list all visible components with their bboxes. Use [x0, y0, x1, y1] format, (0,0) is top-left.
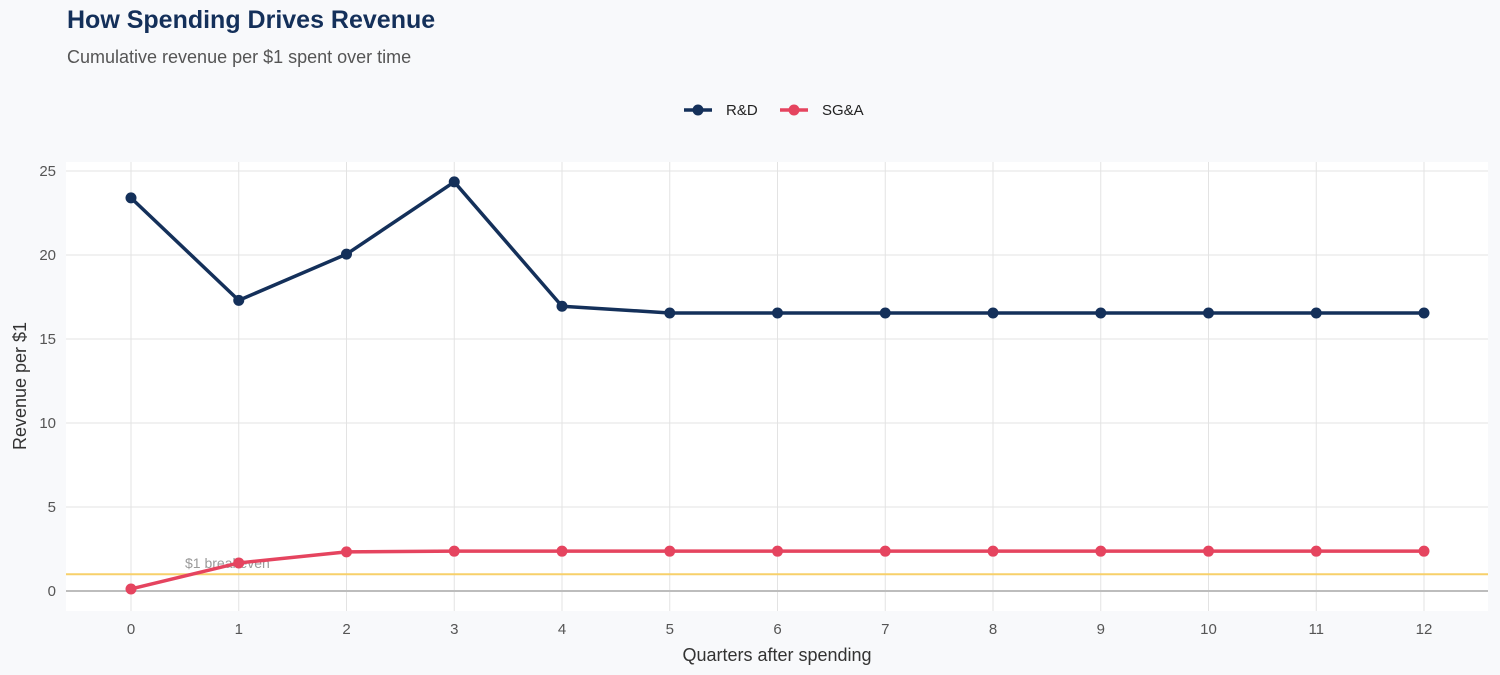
legend-label: R&D — [726, 102, 758, 119]
data-point — [125, 583, 137, 595]
y-tick-label: 5 — [48, 499, 56, 516]
y-tick-label: 20 — [39, 247, 56, 264]
x-tick-label: 4 — [558, 621, 566, 638]
data-point — [879, 307, 891, 319]
legend-key-point — [692, 104, 704, 116]
legend-label: SG&A — [822, 102, 864, 119]
x-tick-label: 10 — [1200, 621, 1217, 638]
y-tick-label: 0 — [48, 583, 56, 600]
data-point — [1203, 545, 1214, 557]
x-tick-label: 7 — [881, 621, 889, 638]
x-tick-label: 2 — [342, 621, 350, 638]
x-tick-label: 8 — [989, 621, 997, 638]
legend-key-point — [788, 104, 800, 116]
x-tick-label: 9 — [1097, 621, 1105, 638]
data-point — [1310, 307, 1322, 319]
x-tick-label: 0 — [127, 621, 135, 638]
chart-title: How Spending Drives Revenue — [67, 6, 436, 34]
data-point — [1095, 307, 1107, 319]
x-tick-label: 5 — [666, 621, 674, 638]
data-point — [341, 248, 352, 260]
data-point — [879, 545, 891, 557]
y-tick-label: 15 — [39, 331, 56, 348]
x-axis-label: Quarters after spending — [682, 645, 871, 665]
data-point — [1418, 545, 1430, 557]
y-axis-label: Revenue per $1 — [10, 322, 30, 450]
data-point — [1203, 307, 1214, 319]
x-tick-label: 12 — [1416, 621, 1433, 638]
data-point — [772, 307, 783, 319]
breakeven-label: $1 breakeven — [185, 555, 270, 571]
data-point — [556, 300, 568, 312]
data-point — [233, 557, 245, 569]
data-point — [664, 307, 676, 319]
data-point — [772, 545, 783, 557]
data-point — [125, 192, 137, 204]
y-tick-label: 25 — [39, 163, 56, 180]
data-point — [448, 176, 460, 188]
data-point — [1418, 307, 1430, 319]
data-point — [987, 307, 999, 319]
data-point — [987, 545, 999, 557]
data-point — [341, 546, 352, 558]
x-tick-label: 6 — [773, 621, 781, 638]
data-point — [448, 545, 460, 557]
chart-subtitle: Cumulative revenue per $1 spent over tim… — [67, 47, 412, 67]
data-point — [556, 545, 568, 557]
data-point — [664, 545, 676, 557]
data-point — [1310, 545, 1322, 557]
x-tick-label: 1 — [235, 621, 243, 638]
x-tick-label: 3 — [450, 621, 458, 638]
y-tick-label: 10 — [39, 415, 56, 432]
data-point — [233, 294, 245, 306]
data-point — [1095, 545, 1107, 557]
x-tick-label: 11 — [1308, 621, 1324, 638]
